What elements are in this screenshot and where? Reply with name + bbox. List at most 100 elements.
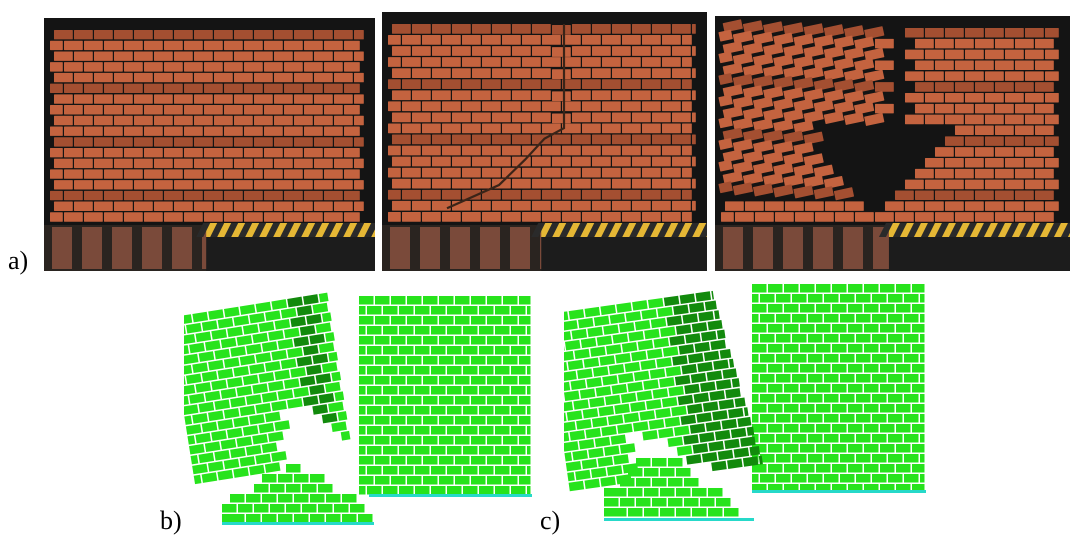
brick <box>542 211 561 222</box>
sim-brick <box>564 311 569 322</box>
brick <box>244 83 263 94</box>
brick <box>732 117 753 131</box>
brick <box>412 68 431 78</box>
brick <box>765 201 784 211</box>
sim-brick <box>742 456 759 467</box>
brick <box>492 68 511 78</box>
brick <box>622 145 641 156</box>
sim-brick <box>896 484 911 493</box>
sim-brick <box>447 486 462 495</box>
sim-brick <box>326 514 341 523</box>
brick <box>184 83 203 94</box>
brick <box>472 134 491 145</box>
brick <box>244 169 263 179</box>
sim-brick <box>208 309 224 320</box>
sim-brick <box>598 405 615 417</box>
sim-brick <box>644 508 659 517</box>
brick <box>304 126 323 136</box>
brick <box>612 134 631 145</box>
sim-brick <box>701 451 718 463</box>
sim-brick <box>527 446 531 455</box>
sim-brick <box>564 350 574 362</box>
sim-brick <box>920 314 925 323</box>
sim-brick <box>640 359 656 371</box>
sim-brick <box>230 346 246 357</box>
sim-brick <box>375 316 390 325</box>
brick <box>1005 179 1024 190</box>
sim-brick <box>888 334 903 343</box>
sim-brick <box>727 458 743 469</box>
sim-brick <box>792 434 807 443</box>
sim-brick <box>290 316 306 328</box>
sim-brick <box>808 294 823 303</box>
sim-brick <box>611 383 628 395</box>
brick <box>732 52 753 66</box>
sim-brick <box>752 474 759 483</box>
brick <box>602 79 621 90</box>
sim-brick <box>511 346 526 355</box>
brick <box>432 46 451 56</box>
sim-brick <box>439 436 454 445</box>
brick <box>1025 179 1044 190</box>
brick <box>194 94 213 104</box>
brick <box>124 212 143 222</box>
hazard-stripe <box>962 223 977 237</box>
brick <box>50 147 63 158</box>
pallet-slat <box>873 227 893 269</box>
sim-brick <box>606 465 623 476</box>
brick <box>813 34 834 48</box>
brick <box>732 74 753 88</box>
brick <box>512 68 531 78</box>
brick <box>925 114 944 125</box>
brick <box>672 156 691 167</box>
brick <box>854 36 875 50</box>
brick <box>823 89 844 103</box>
brick <box>562 35 581 45</box>
sim-brick <box>628 488 643 497</box>
brick <box>965 71 984 81</box>
sim-brick <box>904 394 919 403</box>
brick <box>184 190 203 201</box>
brick <box>472 200 491 211</box>
sim-brick <box>471 376 486 385</box>
brick <box>1015 103 1034 114</box>
brick <box>234 201 253 211</box>
sim-brick <box>784 444 799 453</box>
brick <box>344 40 360 51</box>
brick <box>244 40 263 51</box>
sim-brick <box>872 334 887 343</box>
sim-brick <box>680 414 697 425</box>
brick <box>392 178 411 189</box>
sim-brick <box>331 371 342 382</box>
sim-brick <box>920 474 925 483</box>
brick <box>324 83 343 94</box>
sim-brick <box>391 356 406 365</box>
sim-brick <box>808 474 823 483</box>
brick <box>905 28 924 38</box>
sim-brick <box>511 326 526 335</box>
sim-brick <box>872 394 887 403</box>
brick <box>472 24 491 34</box>
sim-brick <box>184 384 196 396</box>
sim-brick <box>705 421 722 432</box>
sim-brick <box>211 430 227 441</box>
brick <box>652 200 671 211</box>
sim-brick <box>722 368 738 379</box>
sim-brick <box>519 376 531 385</box>
sim-brick <box>737 416 752 428</box>
brick <box>164 83 183 94</box>
brick <box>174 51 193 61</box>
sim-brick <box>399 446 414 455</box>
sim-brick <box>880 484 895 493</box>
sim-brick <box>195 382 212 393</box>
brick <box>314 30 333 40</box>
brick <box>114 72 133 83</box>
sim-brick <box>571 328 588 340</box>
brick <box>854 58 875 72</box>
sim-brick <box>471 296 486 305</box>
brick <box>755 212 774 222</box>
brick <box>955 103 974 114</box>
brick <box>422 167 441 178</box>
brick <box>642 189 661 200</box>
brick <box>885 201 904 211</box>
